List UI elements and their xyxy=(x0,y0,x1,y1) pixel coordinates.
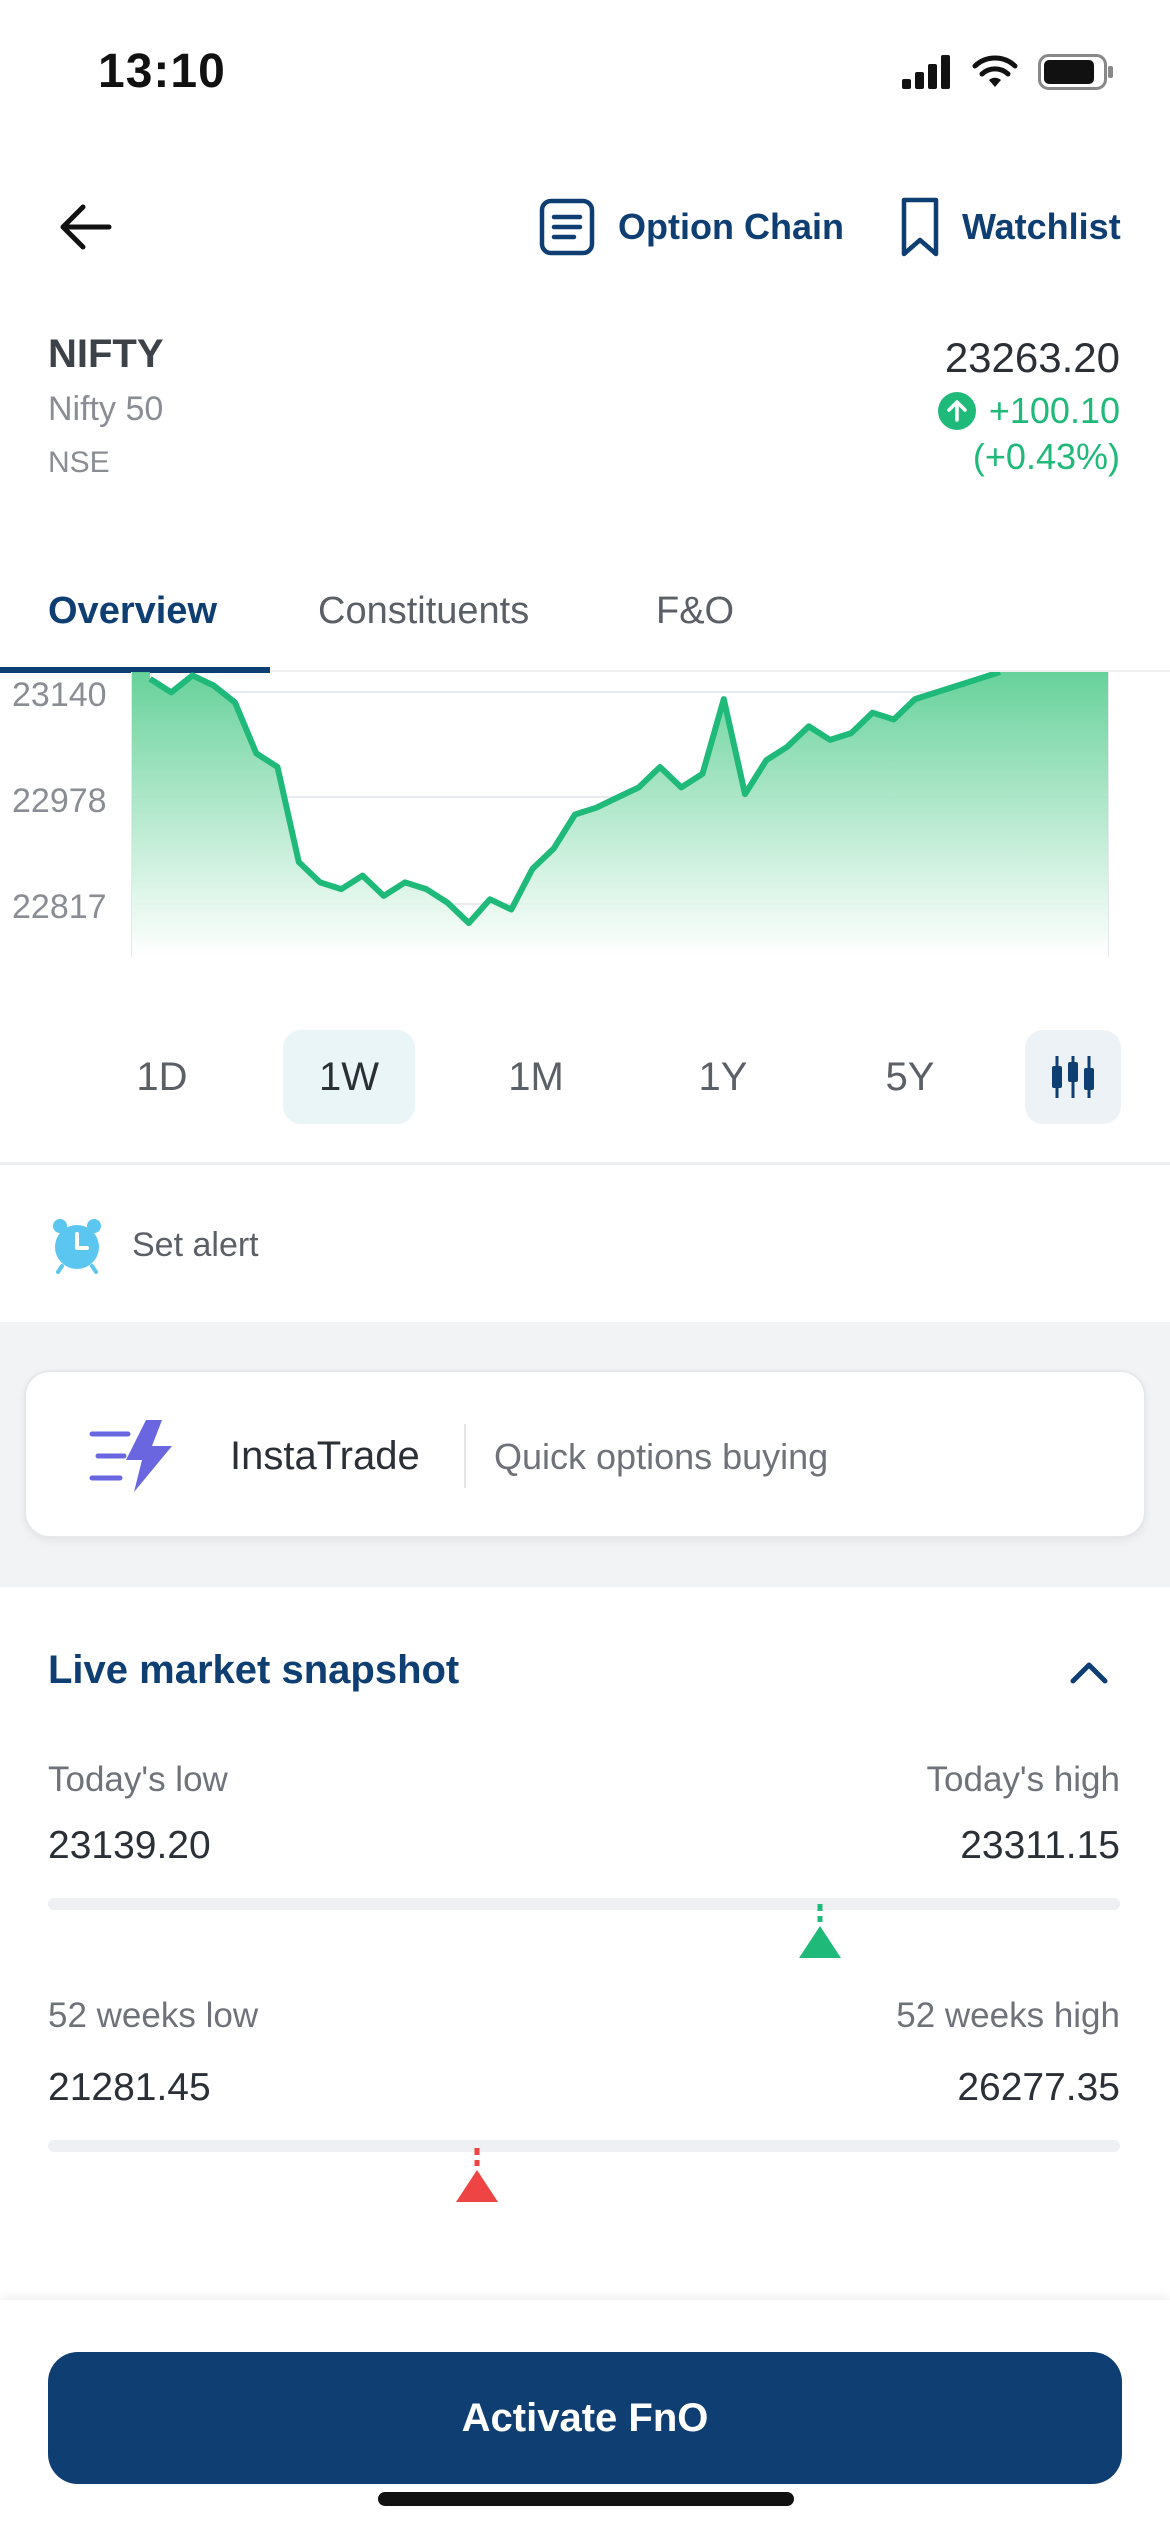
back-button[interactable] xyxy=(50,192,120,262)
instrument-info: NIFTY Nifty 50 NSE 23263.20 +100.10 (+0.… xyxy=(0,320,1170,500)
bookmark-icon xyxy=(901,197,939,257)
option-chain-label: Option Chain xyxy=(618,206,844,247)
wifi-icon xyxy=(972,55,1018,87)
activate-fno-button[interactable]: Activate FnO xyxy=(48,2352,1122,2484)
todays-range-track xyxy=(48,1898,1120,1910)
52-week-range-marker xyxy=(455,2148,498,2202)
list-document-icon xyxy=(539,198,595,256)
52-week-low-value: 21281.45 xyxy=(48,2066,211,2109)
set-alert-button[interactable]: Set alert xyxy=(48,1210,259,1280)
header: Option Chain Watchlist xyxy=(0,170,1170,280)
y-tick-label: 22978 xyxy=(12,782,107,820)
insta-trade-title: InstaTrade xyxy=(230,1434,420,1478)
arrow-up-circle-icon xyxy=(937,392,976,430)
divider xyxy=(0,1162,1170,1165)
status-bar: 13:10 xyxy=(0,0,1170,150)
y-tick-label: 22817 xyxy=(12,888,107,926)
todays-low-value: 23139.20 xyxy=(48,1824,211,1867)
instrument-symbol: NIFTY xyxy=(48,332,164,376)
time-range-selector: 1D 1W 1M 1Y 5Y xyxy=(0,1030,1170,1130)
52-week-high-label: 52 weeks high xyxy=(896,1996,1120,2035)
tab-bar: Overview Constituents F&O xyxy=(0,560,1170,673)
instrument-name: Nifty 50 xyxy=(48,390,164,428)
52-week-range-track xyxy=(48,2140,1120,2152)
tab-overview[interactable]: Overview xyxy=(48,590,217,632)
instrument-exchange: NSE xyxy=(48,446,110,479)
status-time: 13:10 xyxy=(98,45,226,98)
price-chart[interactable]: 23140 22978 22817 xyxy=(0,669,1170,972)
insta-trade-subtitle: Quick options buying xyxy=(494,1436,829,1477)
candlestick-icon xyxy=(1052,1056,1094,1098)
active-tab-indicator xyxy=(0,667,270,673)
price-area-fill xyxy=(132,672,1108,957)
insta-trade-card[interactable]: InstaTrade Quick options buying xyxy=(24,1370,1146,1538)
y-tick-label: 23140 xyxy=(12,676,107,714)
home-indicator xyxy=(378,2492,794,2506)
cellular-signal-icon xyxy=(902,55,950,89)
52-week-high-value: 26277.35 xyxy=(957,2066,1120,2109)
set-alert-label: Set alert xyxy=(132,1225,259,1264)
todays-low-label: Today's low xyxy=(48,1760,228,1799)
price-change: +100.10 xyxy=(988,390,1120,431)
candlestick-toggle-button[interactable] xyxy=(1025,1030,1121,1124)
price-line xyxy=(148,669,1001,927)
todays-high-label: Today's high xyxy=(926,1760,1120,1799)
range-1y[interactable]: 1Y xyxy=(698,1054,748,1099)
collapse-snapshot-button[interactable] xyxy=(1062,1645,1116,1699)
price-change-row: +100.10 xyxy=(937,390,1120,432)
price-change-percent: (+0.43%) xyxy=(972,436,1120,477)
arrow-left-icon xyxy=(60,204,112,250)
chevron-up-icon xyxy=(1070,1662,1108,1684)
range-5y[interactable]: 5Y xyxy=(885,1054,935,1099)
watchlist-label: Watchlist xyxy=(962,206,1121,247)
range-1m[interactable]: 1M xyxy=(508,1054,564,1099)
lightning-speed-icon xyxy=(89,1420,172,1492)
range-1w[interactable]: 1W xyxy=(283,1030,415,1124)
option-chain-button[interactable]: Option Chain xyxy=(538,192,844,262)
status-icons xyxy=(902,54,1114,90)
todays-high-value: 23311.15 xyxy=(960,1824,1120,1867)
battery-icon xyxy=(1038,54,1113,90)
alarm-clock-icon xyxy=(53,1219,101,1274)
range-1d[interactable]: 1D xyxy=(136,1054,188,1099)
card-separator xyxy=(464,1424,466,1488)
todays-range-marker xyxy=(798,1904,841,1958)
watchlist-button[interactable]: Watchlist xyxy=(900,192,1121,262)
tab-constituents[interactable]: Constituents xyxy=(318,590,530,632)
tab-fno[interactable]: F&O xyxy=(656,590,735,632)
52-week-low-label: 52 weeks low xyxy=(48,1996,259,2035)
instrument-price: 23263.20 xyxy=(944,334,1120,381)
price-chart-svg xyxy=(131,669,1109,957)
snapshot-title: Live market snapshot xyxy=(48,1648,460,1692)
